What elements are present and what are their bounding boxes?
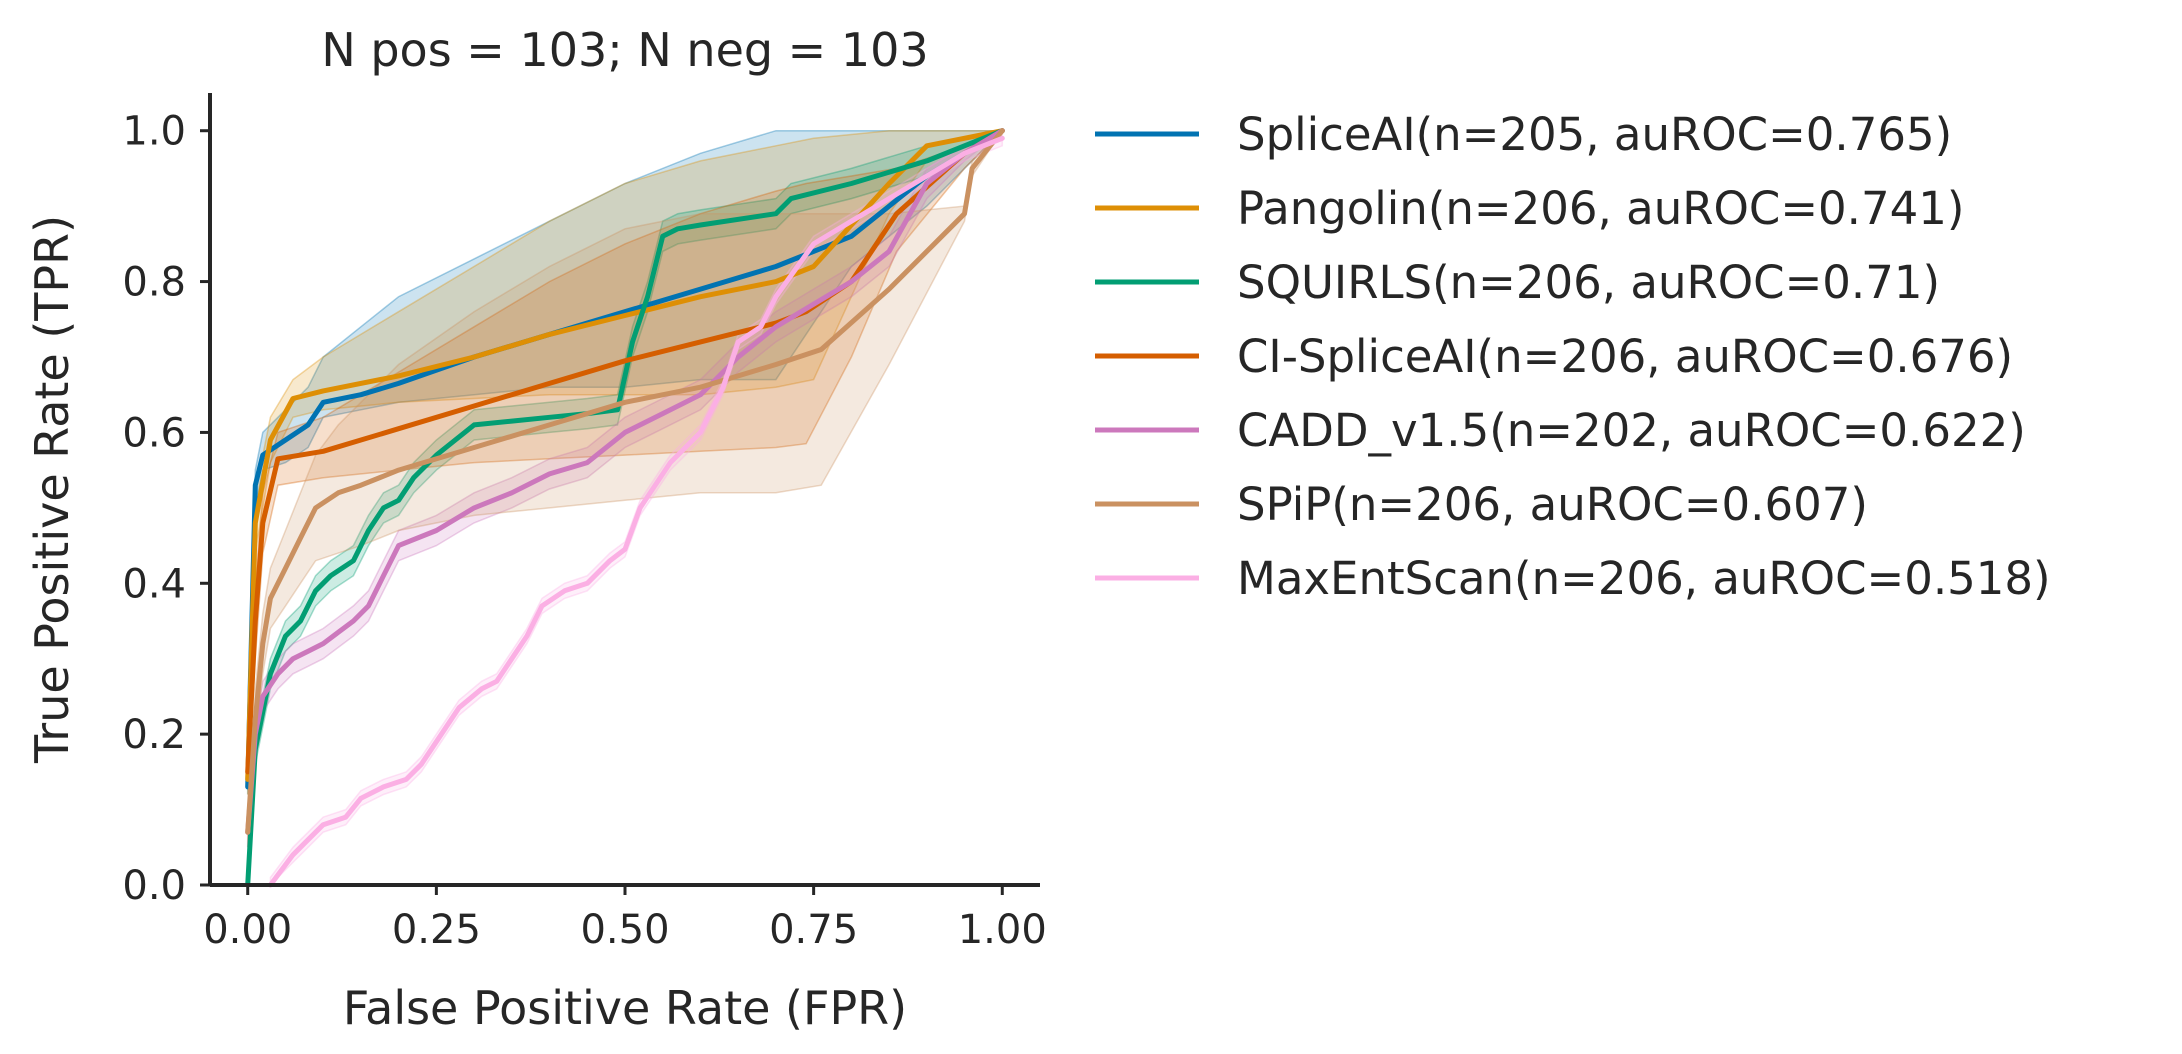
legend-label: Pangolin(n=206, auROC=0.741) [1237,182,1964,235]
series-line-0 [245,128,1005,790]
legend-item: CADD_v1.5(n=202, auROC=0.622) [1095,404,2026,457]
chart-title: N pos = 103; N neg = 103 [321,23,928,77]
y-tick-label: 0.0 [122,863,186,909]
x-axis-title: False Positive Rate (FPR) [343,981,907,1035]
legend-item: SQUIRLS(n=206, auROC=0.71) [1095,256,1940,309]
legend-item: SPiP(n=206, auROC=0.607) [1095,478,1868,531]
x-tick-label: 0.75 [769,907,858,953]
y-tick-label: 0.6 [122,410,186,456]
legend-label: CI-SpliceAI(n=206, auROC=0.676) [1237,330,2013,383]
y-tick-label: 0.8 [122,260,186,306]
x-tick-label: 0.25 [392,907,481,953]
legend-item: Pangolin(n=206, auROC=0.741) [1095,182,1964,235]
legend-label: MaxEntScan(n=206, auROC=0.518) [1237,552,2051,605]
x-tick-labels: 0.00 0.25 0.50 0.75 1.00 [203,885,1047,953]
confidence-band-5 [246,130,1003,848]
series-line-6 [267,135,1005,888]
y-tick-label: 1.0 [122,109,186,155]
legend-label: SPiP(n=206, auROC=0.607) [1237,478,1868,531]
y-tick-label: 0.2 [122,712,186,758]
legend: SpliceAI(n=205, auROC=0.765) Pangolin(n=2… [1095,108,2051,605]
series-line-3 [245,128,1005,775]
series-lines [245,128,1005,888]
legend-label: SQUIRLS(n=206, auROC=0.71) [1237,256,1940,309]
series-line-2 [245,128,1005,888]
y-tick-labels: 0.0 0.2 0.4 0.6 0.8 1.0 [122,109,210,909]
series-line-4 [245,128,1005,835]
x-tick-label: 1.00 [958,907,1047,953]
confidence-band-0 [246,129,1005,795]
legend-item: SpliceAI(n=205, auROC=0.765) [1095,108,1952,161]
confidence-bands [246,129,1005,887]
legend-item: CI-SpliceAI(n=206, auROC=0.676) [1095,330,2013,383]
series-line-5 [245,128,1005,835]
legend-item: MaxEntScan(n=206, auROC=0.518) [1095,552,2051,605]
confidence-band-3 [246,130,1003,787]
y-axis-title: True Positive Rate (TPR) [25,215,79,764]
x-tick-label: 0.00 [203,907,292,953]
y-tick-label: 0.4 [122,561,186,607]
legend-label: CADD_v1.5(n=202, auROC=0.622) [1237,404,2026,457]
confidence-band-6 [269,129,1004,887]
x-tick-label: 0.50 [580,907,669,953]
legend-label: SpliceAI(n=205, auROC=0.765) [1237,108,1952,161]
